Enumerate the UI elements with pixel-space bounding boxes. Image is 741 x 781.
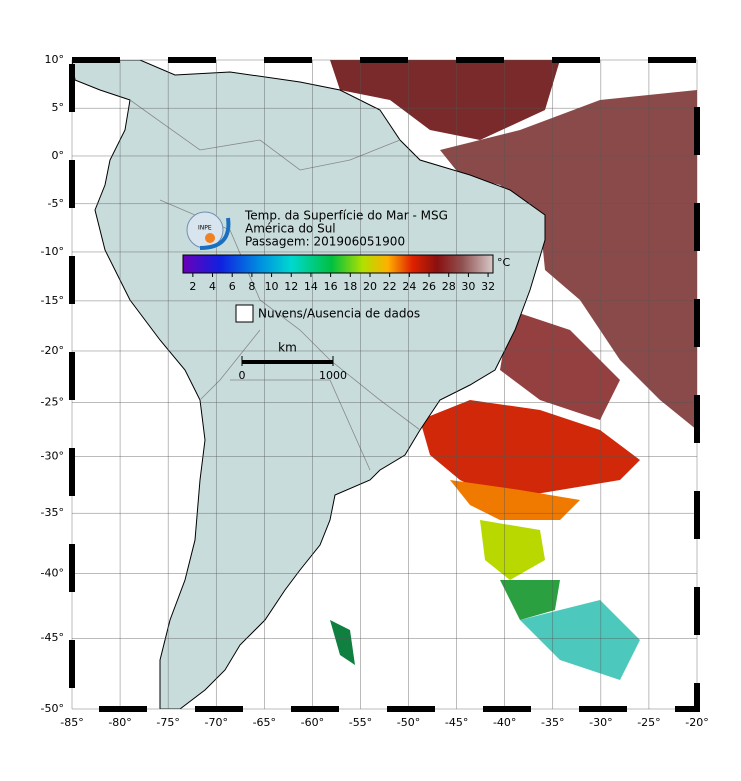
lat-tick-label: -50° xyxy=(41,702,64,715)
colorbar-tick-label: 20 xyxy=(363,280,377,293)
lat-tick-label: -15° xyxy=(41,294,64,307)
lat-tick-label: -5° xyxy=(48,197,64,210)
colorbar: 2 4 6 8 10 12 14 16 18 20 22 24 26 28 30 32°C xyxy=(182,254,511,293)
logo-text: INPE xyxy=(198,225,212,232)
lon-tick-label: -55° xyxy=(349,716,372,729)
lat-tick-label: -25° xyxy=(41,396,64,409)
map-frame xyxy=(69,57,700,712)
lon-tick-label: -70° xyxy=(204,716,227,729)
colorbar-tick-label: 22 xyxy=(383,280,397,293)
logo: INPE xyxy=(186,211,231,250)
colorbar-tick-label: 24 xyxy=(402,280,416,293)
lon-tick-label: -80° xyxy=(108,716,131,729)
lat-tick-label: 0° xyxy=(52,149,65,162)
colorbar-tick-label: 30 xyxy=(461,280,475,293)
lat-tick-label: 10° xyxy=(45,53,65,66)
legend-text: Nuvens/Ausencia de dados xyxy=(258,307,420,321)
lon-tick-label: -85° xyxy=(60,716,83,729)
colorbar-tick-label: 32 xyxy=(481,280,495,293)
colorbar-tick-label: 6 xyxy=(229,280,236,293)
lat-tick-label: 5° xyxy=(52,101,65,114)
scale-label: 1000 xyxy=(319,369,347,382)
lon-tick-label: -65° xyxy=(253,716,276,729)
lat-tick-label: -35° xyxy=(41,506,64,519)
lon-tick-label: -60° xyxy=(301,716,324,729)
scale-bar-body xyxy=(242,360,333,364)
colorbar-tick-label: 12 xyxy=(284,280,298,293)
title-line: Passagem: 201906051900 xyxy=(245,235,405,249)
sst-falklands xyxy=(330,620,355,665)
colorbar-unit: °C xyxy=(497,256,511,269)
colorbar-tick-label: 16 xyxy=(324,280,338,293)
lat-tick-label: -20° xyxy=(41,344,64,357)
lon-tick-label: -45° xyxy=(445,716,468,729)
logo-sun xyxy=(205,233,215,243)
sst-green xyxy=(500,580,560,620)
colorbar-tick-label: 18 xyxy=(343,280,357,293)
lon-tick-label: -75° xyxy=(156,716,179,729)
graticule: -85° -80° -75° -70° -65° -60° -55° -50° -45° -40°… xyxy=(41,53,709,729)
lat-tick-label: -30° xyxy=(41,450,64,463)
scale-unit: km xyxy=(278,341,297,355)
legend-swatch xyxy=(235,304,254,323)
logo-arrow xyxy=(199,217,231,250)
lon-tick-label: -50° xyxy=(397,716,420,729)
colorbar-tick-label: 8 xyxy=(248,280,255,293)
map-body xyxy=(72,60,697,709)
colorbar-tick-label: 4 xyxy=(209,280,216,293)
lon-tick-label: -40° xyxy=(493,716,516,729)
sst-teal xyxy=(520,600,640,680)
sst-warm-north xyxy=(330,60,560,140)
scale-bar: km 0 1000 xyxy=(239,341,348,383)
colorbar-tick-label: 2 xyxy=(189,280,196,293)
sst-warm-east xyxy=(440,90,697,430)
lon-tick-label: -35° xyxy=(541,716,564,729)
lon-tick-label: -30° xyxy=(589,716,612,729)
lon-tick-label: -25° xyxy=(637,716,660,729)
colorbar-tick-label: 28 xyxy=(442,280,456,293)
title-line: Temp. da Superfície do Mar - MSG xyxy=(244,209,448,223)
scale-label: 0 xyxy=(239,369,246,382)
colorbar-tick-label: 10 xyxy=(265,280,279,293)
sst-patches xyxy=(330,60,697,680)
lat-tick-label: -10° xyxy=(41,245,64,258)
title-line: América do Sul xyxy=(245,222,336,236)
colorbar-tick-label: 14 xyxy=(304,280,318,293)
colorbar-tick-label: 26 xyxy=(422,280,436,293)
lat-tick-label: -40° xyxy=(41,566,64,579)
sst-red xyxy=(420,400,640,500)
lat-tick-label: -45° xyxy=(41,631,64,644)
sst-orange xyxy=(450,480,580,520)
lon-tick-label: -20° xyxy=(685,716,708,729)
colorbar-ramp xyxy=(182,254,494,274)
sst-yellow xyxy=(480,520,545,580)
sst-warm-south xyxy=(500,310,620,420)
